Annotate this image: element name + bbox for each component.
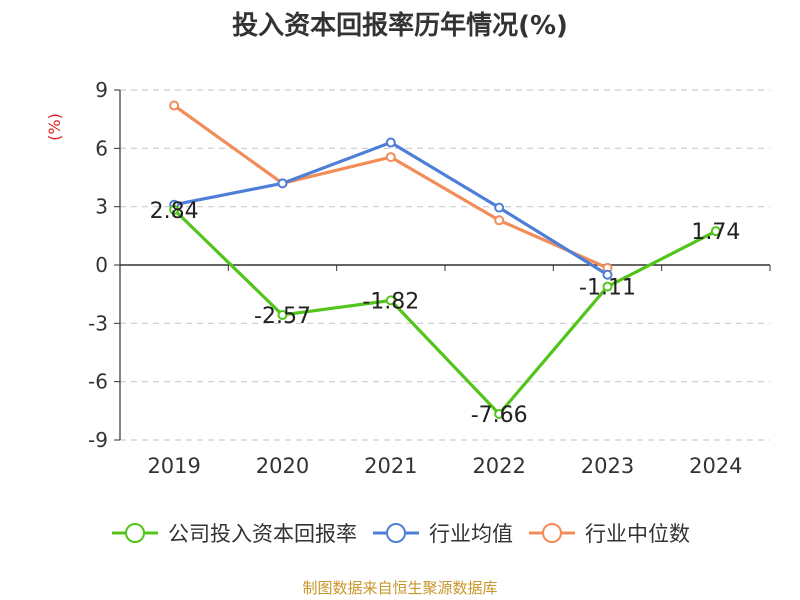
source-note: 制图数据来自恒生聚源数据库 (302, 579, 498, 597)
legend-item-industry-median[interactable]: 行业中位数 (527, 518, 690, 548)
y-tick-label-1: 6 (95, 136, 108, 160)
point-industry-median-2022[interactable] (494, 215, 505, 226)
legend-swatch-industry-mean (373, 523, 419, 543)
data-label-2024: 1.74 (691, 220, 740, 245)
series-line-industry-median (173, 104, 609, 270)
y-tick-label-6: -9 (88, 428, 108, 452)
legend-label-industry-median: 行业中位数 (585, 522, 690, 546)
legend-label-industry-mean: 行业均值 (429, 522, 513, 546)
y-tick-label-3: 0 (95, 253, 108, 277)
legend-swatch-industry-median (529, 523, 575, 543)
legend: 公司投入资本回报率 行业均值 行业中位数 (0, 518, 800, 548)
point-industry-median-2019[interactable] (169, 100, 180, 111)
point-industry-mean-2023[interactable] (602, 269, 613, 280)
data-label-2019: 2.84 (150, 199, 199, 224)
y-tick-label-5: -6 (88, 370, 108, 394)
series-line-industry-mean (173, 140, 609, 277)
legend-label-company: 公司投入资本回报率 (168, 522, 357, 546)
grid-lines (120, 89, 770, 441)
y-tick-label-4: -3 (88, 311, 108, 335)
chart-title: 投入资本回报率历年情况(%) (232, 10, 568, 41)
point-company-2022[interactable] (494, 408, 505, 419)
point-industry-mean-2020[interactable] (277, 178, 288, 189)
x-tick-label-2022: 2022 (472, 454, 525, 478)
data-label-2022: -7.66 (471, 403, 528, 428)
data-label-2021: -1.82 (362, 289, 419, 314)
point-company-2020[interactable] (277, 309, 288, 320)
data-labels: 2.84 -2.57 -1.82 -7.66 -1.11 1.74 (150, 199, 741, 428)
legend-swatch-company (112, 523, 158, 543)
point-industry-mean-2021[interactable] (385, 137, 396, 148)
series-line-company (173, 208, 717, 416)
x-tick-label-2020: 2020 (256, 454, 309, 478)
x-tick-label-2019: 2019 (147, 454, 200, 478)
data-label-2020: -2.57 (254, 304, 311, 329)
point-industry-median-2021[interactable] (385, 152, 396, 163)
point-industry-mean-2022[interactable] (494, 202, 505, 213)
legend-item-company[interactable]: 公司投入资本回报率 (110, 518, 357, 548)
point-company-2023[interactable] (602, 281, 613, 292)
point-company-2021[interactable] (385, 295, 396, 306)
x-tick-label-2023: 2023 (581, 454, 634, 478)
axes: 9 6 3 0 -3 -6 -9 2019 2020 2021 2022 2023 2024 (88, 78, 771, 478)
series-lines (169, 100, 721, 419)
x-tick-label-2021: 2021 (364, 454, 417, 478)
x-tick-label-2024: 2024 (689, 454, 742, 478)
data-label-2023: -1.11 (579, 276, 636, 301)
y-tick-label-0: 9 (95, 78, 108, 102)
point-company-2024[interactable] (710, 226, 721, 237)
point-company-2019[interactable] (169, 204, 180, 215)
y-tick-label-2: 3 (95, 195, 108, 219)
legend-item-industry-mean[interactable]: 行业均值 (371, 518, 513, 548)
y-axis-unit-label: (%) (45, 113, 64, 141)
